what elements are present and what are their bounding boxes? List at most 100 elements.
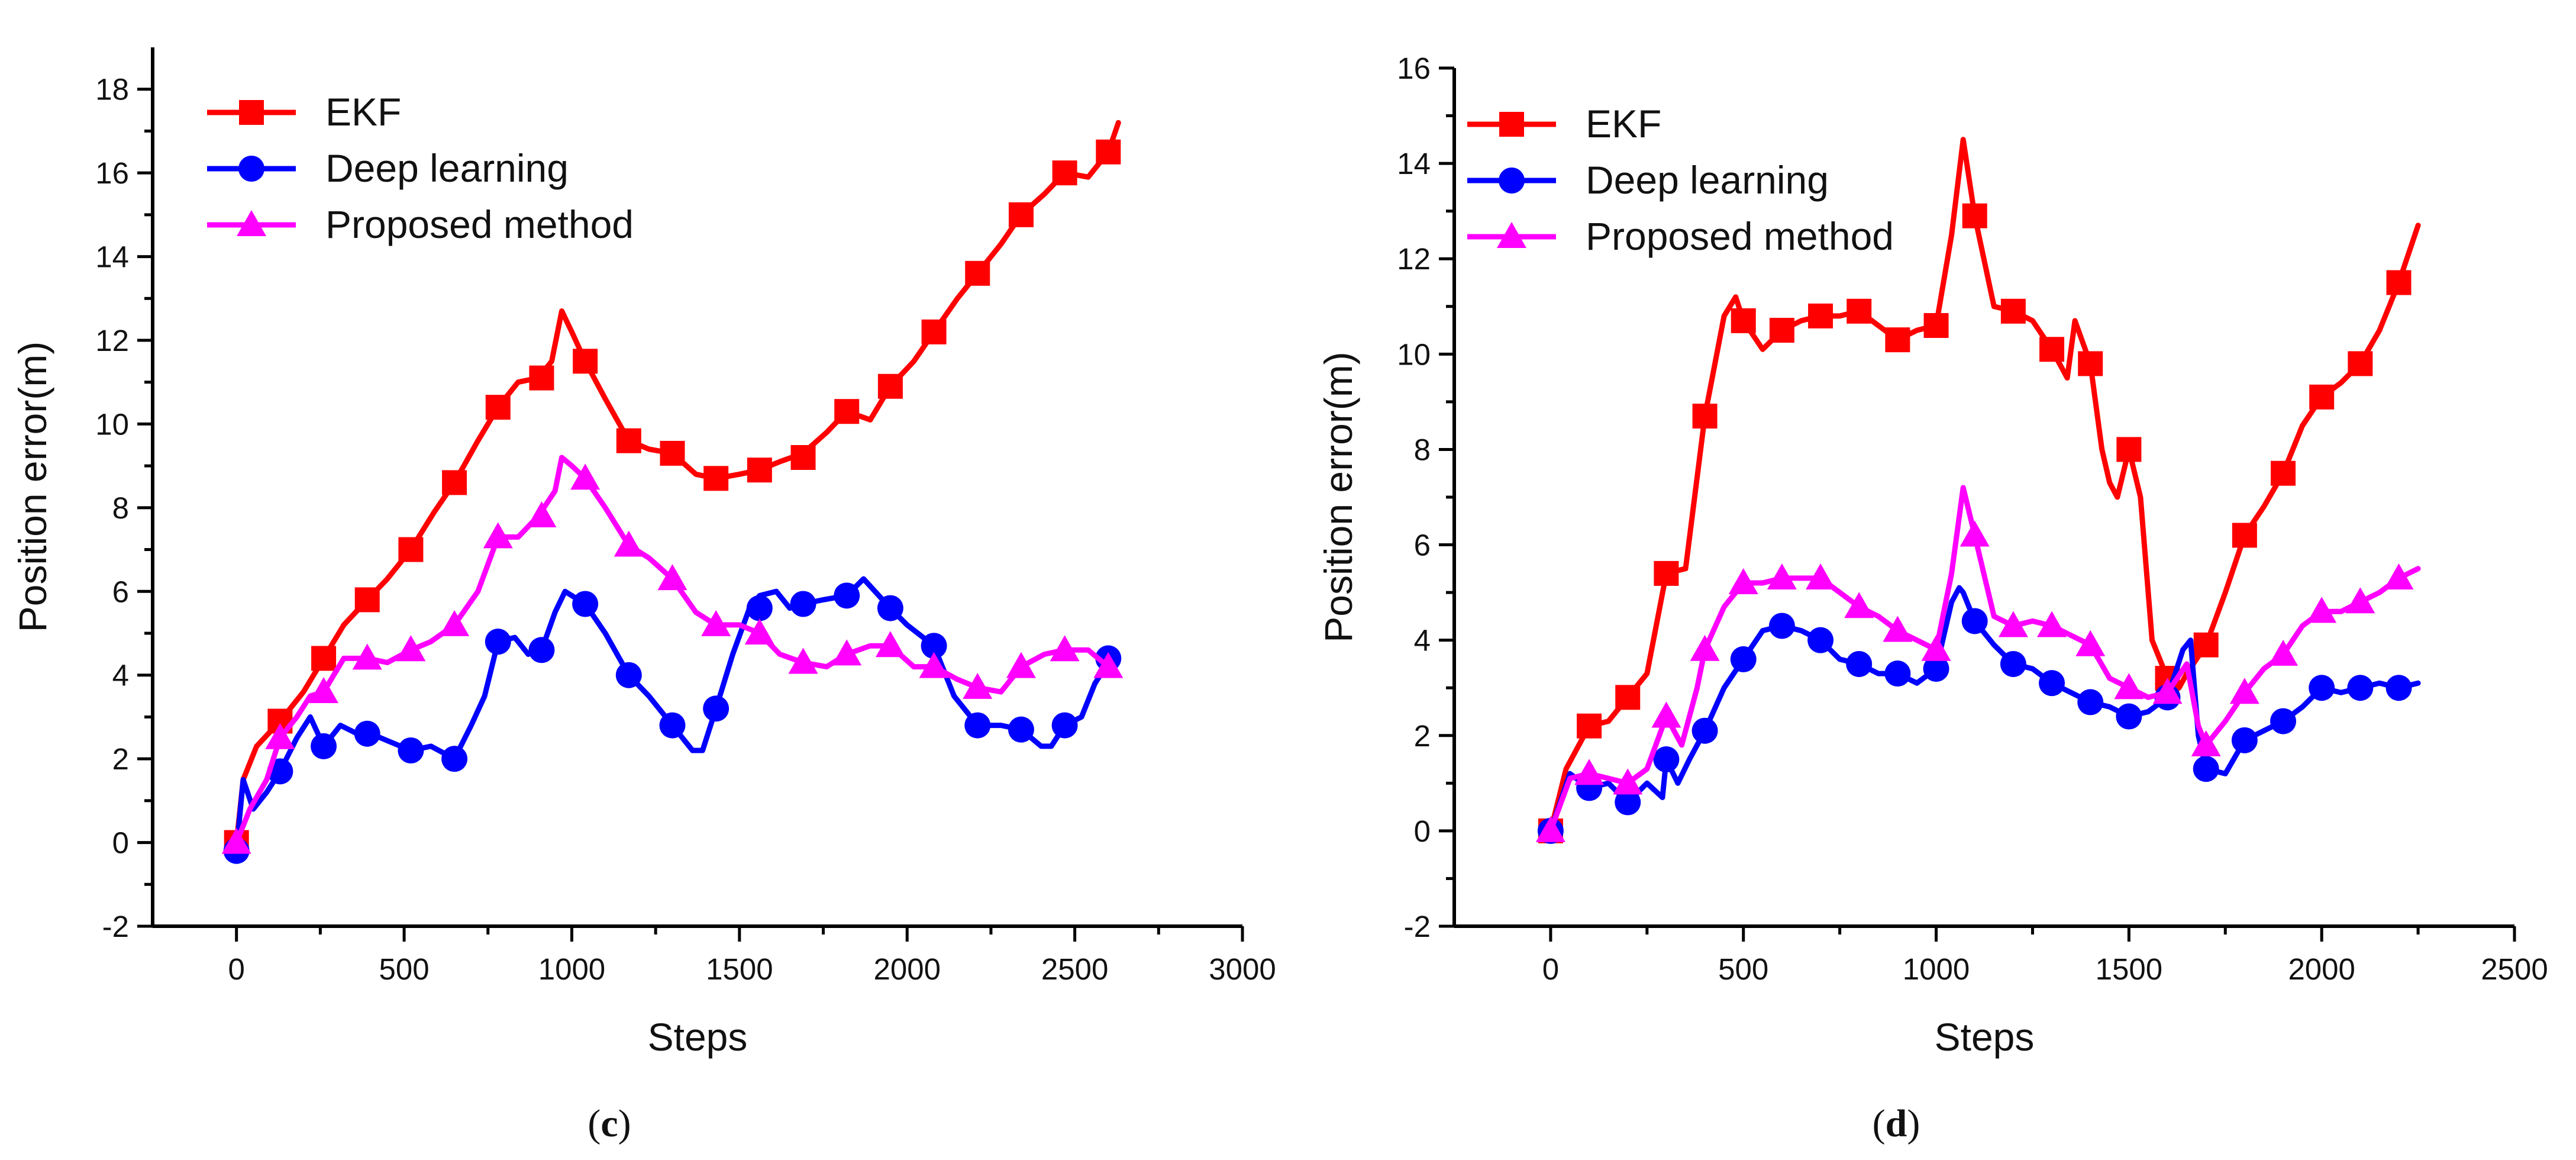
x-tick-label: 2500 (2481, 952, 2548, 986)
data-point-marker (788, 647, 818, 674)
data-point-marker (1885, 327, 1910, 353)
data-point-marker (834, 582, 860, 609)
data-point-marker (1923, 656, 1949, 682)
data-point-marker (1884, 660, 1911, 687)
data-point-marker (2345, 587, 2375, 614)
panel-label: (c) (587, 1102, 631, 1145)
data-point-marker (354, 587, 380, 613)
data-point-marker (1008, 716, 1034, 743)
data-point-marker (834, 399, 860, 424)
data-point-marker (744, 618, 774, 645)
data-point-marker (616, 428, 641, 453)
legend-item: Proposed method (207, 202, 634, 246)
data-point-marker (309, 677, 339, 703)
data-point-marker (2384, 563, 2414, 589)
legend-label: Deep learning (1586, 158, 1829, 202)
x-tick-label: 1000 (1903, 952, 1970, 986)
data-point-marker (2116, 703, 2142, 730)
data-point-marker (2077, 689, 2104, 716)
data-point-marker (919, 652, 949, 678)
x-tick-label: 500 (379, 952, 430, 986)
data-point-marker (1923, 313, 1949, 338)
y-tick-label: 10 (95, 407, 129, 441)
data-point-marker (2309, 675, 2335, 701)
legend-marker (239, 100, 264, 125)
data-point-marker (2232, 523, 2257, 548)
data-point-marker (1769, 318, 1794, 343)
data-point-marker (615, 662, 642, 688)
data-point-marker (440, 610, 470, 636)
legend-label: Proposed method (1586, 214, 1894, 258)
data-point-marker (1844, 592, 1874, 618)
data-point-marker (921, 633, 947, 659)
x-tick-label: 1500 (2096, 952, 2162, 986)
data-point-marker (964, 712, 991, 739)
data-point-marker (703, 466, 729, 491)
data-point-marker (1962, 203, 1987, 228)
x-tick-label: 500 (1718, 952, 1768, 986)
data-point-marker (2000, 650, 2026, 677)
data-point-marker (1921, 634, 1951, 661)
data-point-marker (573, 349, 598, 374)
y-tick-label: 4 (112, 659, 129, 692)
data-point-marker (1728, 568, 1758, 594)
data-point-marker (442, 470, 467, 495)
legend-marker (1497, 222, 1526, 248)
data-point-marker (528, 637, 555, 663)
y-tick-label: 6 (112, 575, 129, 608)
data-point-marker (1096, 139, 1121, 165)
y-tick-label: 6 (1414, 529, 1431, 562)
data-point-marker (1847, 298, 1872, 324)
legend-item: EKF (1467, 102, 1661, 146)
chart-panel-d: 0 500 1000 1500 2000 2500 -2 0 2 4 6 8 10 12 14 16 Steps… (1316, 51, 2548, 1145)
y-tick-label: 0 (1414, 814, 1431, 848)
data-point-marker (921, 319, 947, 344)
series-ekf (1538, 137, 2421, 843)
chart-panel-c: 0 500 1000 1500 2000 2500 3000 -2 0 2 4 6 8 10 12 14 16 1… (11, 47, 1276, 1145)
data-point-marker (2075, 630, 2106, 656)
data-point-marker (570, 463, 601, 490)
data-point-marker (2037, 611, 2067, 637)
y-tick-label: 10 (1397, 337, 1431, 371)
data-point-marker (1052, 160, 1077, 186)
data-point-marker (659, 712, 686, 739)
data-point-marker (746, 595, 773, 621)
data-point-marker (2191, 730, 2221, 756)
data-point-marker (1767, 563, 1797, 589)
data-point-marker (1807, 627, 1834, 653)
data-point-marker (657, 564, 687, 591)
data-point-marker (1615, 685, 1641, 710)
y-tick-label: 8 (1414, 433, 1431, 466)
data-point-marker (398, 537, 424, 562)
panel-label-open: ( (1873, 1102, 1886, 1145)
data-point-marker (2039, 670, 2065, 697)
data-point-marker (1051, 712, 1078, 739)
data-point-marker (221, 827, 251, 854)
y-tick-label: 16 (95, 156, 129, 190)
x-tick-label: 3000 (1209, 952, 1276, 986)
data-point-marker (790, 591, 816, 617)
data-point-marker (1846, 650, 1873, 677)
y-tick-label: 2 (112, 742, 129, 776)
data-point-marker (1653, 746, 1680, 773)
y-tick-label: 14 (1397, 147, 1431, 181)
data-point-marker (2386, 270, 2412, 295)
data-point-marker (1574, 759, 1605, 785)
legend-label: EKF (1586, 102, 1661, 146)
data-point-marker (1730, 646, 1757, 672)
y-tick-label: 2 (1414, 719, 1431, 753)
x-tick-label: 2000 (2288, 952, 2355, 986)
y-tick-label: 16 (1397, 51, 1431, 85)
data-point-marker (1883, 616, 1913, 642)
y-tick-label: 18 (95, 73, 129, 107)
data-point-marker (2193, 756, 2219, 782)
legend-marker (1499, 112, 1524, 137)
panel-label-letter: d (1886, 1102, 1907, 1145)
data-point-marker (1651, 701, 1681, 728)
data-point-marker (965, 260, 990, 286)
data-point-marker (485, 629, 511, 655)
x-tick-label: 2000 (873, 952, 940, 986)
data-point-marker (2270, 708, 2297, 734)
series-deep-learning (1537, 585, 2421, 844)
x-tick-label: 1000 (538, 952, 605, 986)
